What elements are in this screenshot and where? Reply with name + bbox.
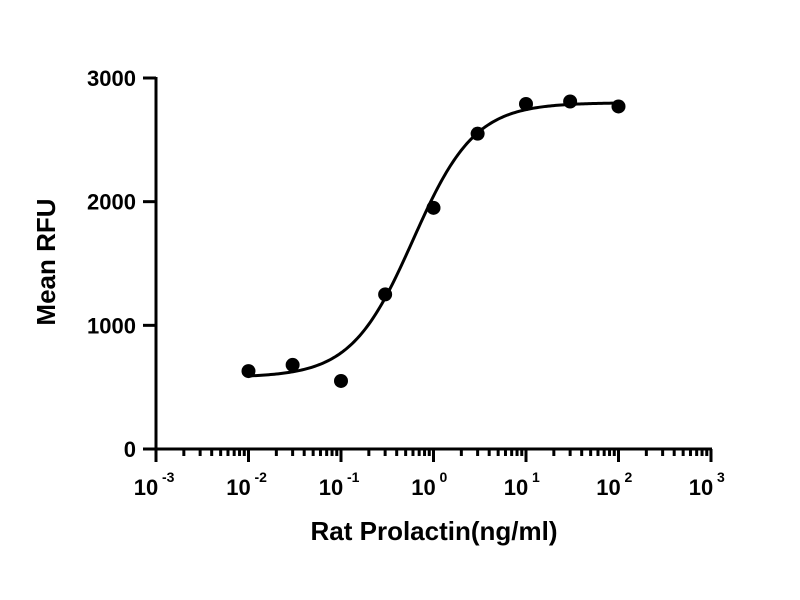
y-tick-label: 1000 [87, 313, 136, 338]
data-point [426, 200, 441, 215]
x-tick-label: 10 [319, 475, 343, 500]
x-tick-exponent: 0 [440, 469, 448, 485]
data-point [334, 373, 348, 388]
x-tick-exponent: -1 [347, 469, 360, 485]
data-point [563, 94, 578, 109]
fit-curve [248, 101, 619, 378]
data-point [241, 364, 256, 379]
x-tick-label: 10 [134, 475, 158, 500]
x-tick-label: 10 [226, 475, 250, 500]
x-tick-exponent: 1 [532, 469, 540, 485]
x-tick-label: 10 [596, 475, 620, 500]
data-points [241, 94, 626, 388]
x-tick-exponent: -2 [255, 469, 268, 485]
x-axis-title: Rat Prolactin(ng/ml) [310, 516, 557, 546]
x-tick-label: 10 [689, 475, 713, 500]
x-tick-exponent: 2 [625, 469, 633, 485]
y-tick-label: 3000 [87, 66, 136, 91]
x-tick-label: 10 [504, 475, 528, 500]
data-point [470, 126, 485, 141]
data-point [519, 96, 533, 111]
y-tick-label: 0 [124, 437, 136, 462]
x-tick-exponent: -3 [162, 469, 175, 485]
data-point [378, 287, 393, 302]
x-axis-ticks: 10 -3 10 -2 10 -1 10 0 10 1 10 2 10 3 [134, 449, 725, 500]
x-tick-label: 10 [411, 475, 435, 500]
data-point [611, 99, 626, 114]
x-tick-exponent: 3 [717, 469, 725, 485]
y-axis-ticks: 0 1000 2000 3000 [87, 66, 156, 462]
y-tick-label: 2000 [87, 190, 136, 215]
y-axis-title: Mean RFU [31, 198, 61, 325]
data-point [285, 357, 300, 372]
